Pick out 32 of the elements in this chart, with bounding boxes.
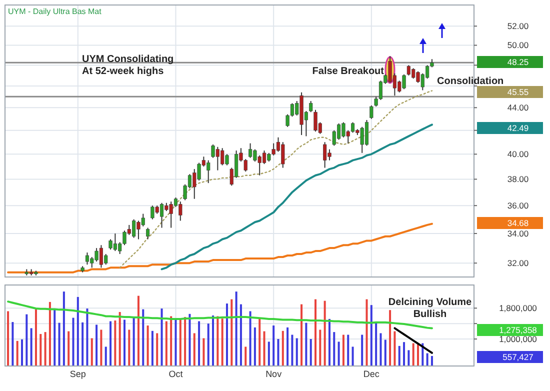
candlestick	[370, 104, 374, 120]
candlestick	[146, 227, 150, 240]
y-tick-label: 50.00	[507, 40, 529, 50]
text: 45.55	[507, 86, 529, 97]
y-tick-label: 34.00	[507, 228, 529, 238]
y-tick-label: 1,800,000	[499, 303, 538, 314]
line-series	[7, 222, 433, 274]
text: 557,427	[502, 352, 534, 362]
y-tick-label: 52.00	[507, 21, 529, 32]
text: 34.68	[507, 218, 529, 228]
text: Consolidation	[437, 76, 504, 87]
y-tick-label: 38.00	[507, 174, 529, 184]
y-tick-label: 36.00	[507, 200, 529, 211]
annotation: Delcining Volume Bullish	[388, 297, 472, 320]
text: 1,275,358	[499, 324, 538, 335]
x-tick-label: Dec	[363, 369, 380, 379]
y-tick-label: 44.00	[507, 102, 529, 113]
y-tick-label: 1,000,000	[499, 334, 538, 344]
x-tick-label: Oct	[168, 369, 184, 379]
chart-title: UYM - Daily Ultra Bas Mat	[8, 7, 102, 16]
annotation: UYM Consolidating At 52-week highs	[82, 54, 174, 77]
annotation: False Breakout	[312, 66, 385, 77]
x-tick-label: Sep	[70, 369, 86, 379]
y-tick-label: 40.00	[507, 149, 529, 160]
line-series	[160, 124, 433, 270]
line-series	[119, 90, 433, 268]
line-series	[394, 327, 433, 354]
x-tick-label: Nov	[266, 369, 282, 379]
candlestick	[309, 100, 313, 113]
text: 42.49	[507, 122, 529, 133]
text: 48.25	[507, 56, 529, 67]
y-tick-label: 32.00	[507, 258, 529, 268]
